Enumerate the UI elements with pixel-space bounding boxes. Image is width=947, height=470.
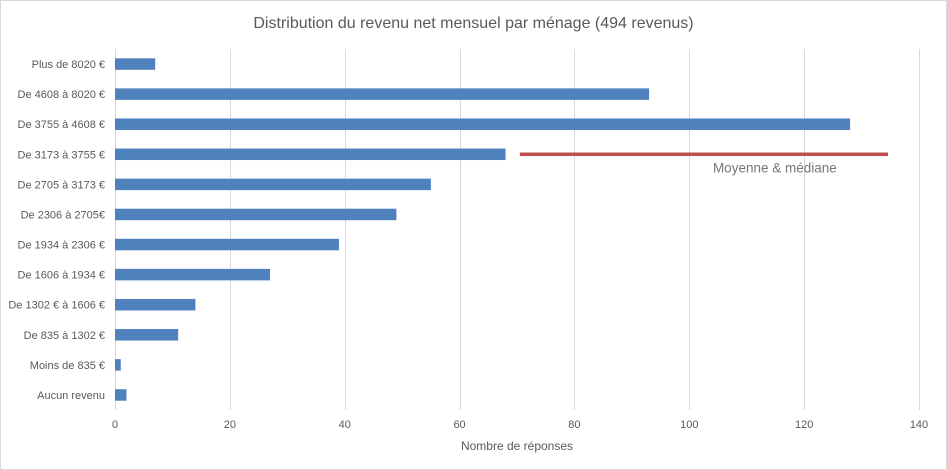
category-label-aucun-revenu: Aucun revenu <box>37 390 105 402</box>
bar-de-4608-a-8020 <box>115 88 650 100</box>
category-label-de-2306-a-2705: De 2306 à 2705€ <box>21 209 105 221</box>
bar-de-3755-a-4608 <box>115 118 851 130</box>
bar-de-1934-a-2306 <box>115 238 339 251</box>
x-tick-label-120: 120 <box>795 419 813 431</box>
x-tick-label-100: 100 <box>680 419 698 431</box>
bar-de-2306-a-2705 <box>115 208 397 221</box>
gridlines <box>115 49 920 410</box>
bar-de-3173-a-3755 <box>115 148 506 161</box>
x-tick-label-80: 80 <box>568 419 580 431</box>
category-label-de-3173-a-3755: De 3173 à 3755 € <box>18 149 105 161</box>
category-label-de-1934-a-2306: De 1934 à 2306 € <box>18 240 105 252</box>
value-axis-labels: 0 20 40 60 80 100 120 140 <box>112 419 928 431</box>
category-label-de-2705-a-3173: De 2705 à 3173 € <box>18 179 105 191</box>
category-axis-labels: Plus de 8020 € De 4608 à 8020 € De 3755 à … <box>8 59 105 402</box>
category-label-plus-de-8020: Plus de 8020 € <box>32 59 105 71</box>
chart-title: Distribution du revenu net mensuel par m… <box>253 15 693 32</box>
x-tick-label-0: 0 <box>112 419 118 431</box>
x-tick-label-20: 20 <box>224 419 236 431</box>
category-label-de-1606-a-1934: De 1606 à 1934 € <box>18 270 105 282</box>
bar-de-835-a-1302 <box>115 329 179 341</box>
bar-plus-de-8020 <box>115 58 156 70</box>
x-tick-label-60: 60 <box>453 419 465 431</box>
bar-aucun-revenu <box>115 389 127 401</box>
x-tick-label-140: 140 <box>910 419 928 431</box>
bar-de-1606-a-1934 <box>115 268 271 281</box>
bar-de-1302-a-1606 <box>115 298 196 311</box>
category-label-de-4608-a-8020: De 4608 à 8020 € <box>18 89 105 101</box>
bars <box>115 58 851 401</box>
bar-de-2705-a-3173 <box>115 178 431 191</box>
category-label-moins-de-835: Moins de 835 € <box>30 360 105 372</box>
x-axis-title: Nombre de réponses <box>461 439 573 453</box>
category-label-de-1302-a-1606: De 1302 € à 1606 € <box>8 300 105 312</box>
bar-moins-de-835 <box>115 359 121 371</box>
category-label-de-835-a-1302: De 835 à 1302 € <box>24 330 105 342</box>
category-label-de-3755-a-4608: De 3755 à 4608 € <box>18 119 105 131</box>
mean-median-annotation: Moyenne & médiane <box>713 160 837 175</box>
x-tick-label-40: 40 <box>339 419 351 431</box>
